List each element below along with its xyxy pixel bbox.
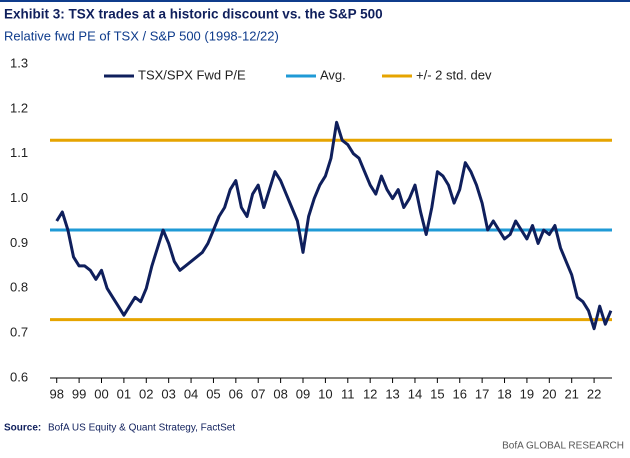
y-tick-label: 0.6 (10, 369, 28, 384)
x-tick-label: 11 (341, 386, 355, 401)
x-tick-label: 20 (542, 386, 556, 401)
footer: BofA GLOBAL RESEARCH (502, 441, 624, 452)
y-tick-label: 1.0 (10, 190, 28, 205)
x-tick-label: 04 (184, 386, 198, 401)
x-tick-label: 01 (117, 386, 131, 401)
x-tick-label: 07 (251, 386, 265, 401)
x-tick-label: 06 (229, 386, 243, 401)
source: BofA US Equity & Quant Strategy, FactSet (48, 423, 235, 434)
legend-label: TSX/SPX Fwd P/E (138, 67, 246, 82)
x-tick-label: 17 (475, 386, 489, 401)
x-tick-label: 02 (139, 386, 153, 401)
x-tick-label: 15 (430, 386, 444, 401)
x-tick-label: 09 (296, 386, 310, 401)
x-tick-label: 19 (520, 386, 534, 401)
x-tick-label: 14 (408, 386, 422, 401)
x-tick-label: 08 (273, 386, 287, 401)
y-tick-label: 1.3 (10, 55, 28, 70)
x-tick-label: 13 (385, 386, 399, 401)
x-tick-label: 16 (453, 386, 467, 401)
data-line (55, 120, 613, 331)
source-label: Source: (4, 423, 41, 434)
x-tick-label: 22 (587, 386, 601, 401)
y-tick-label: 1.1 (10, 145, 28, 160)
x-tick-label: 12 (363, 386, 377, 401)
chart-title: Exhibit 3: TSX trades at a historic disc… (4, 7, 383, 22)
y-tick-label: 1.2 (10, 100, 28, 115)
x-tick-label: 10 (318, 386, 332, 401)
x-tick-label: 21 (564, 386, 578, 401)
chart-subtitle: Relative fwd PE of TSX / S&P 500 (1998-1… (4, 28, 279, 43)
x-tick-label: 98 (49, 386, 63, 401)
x-tick-label: 03 (161, 386, 175, 401)
y-tick-label: 0.9 (10, 235, 28, 250)
y-tick-label: 0.7 (10, 325, 28, 340)
legend-label: +/- 2 std. dev (416, 67, 492, 82)
x-tick-label: 05 (206, 386, 220, 401)
y-tick-label: 0.8 (10, 280, 28, 295)
x-tick-label: 00 (94, 386, 108, 401)
x-tick-label: 18 (497, 386, 511, 401)
legend-label: Avg. (320, 67, 346, 82)
x-tick-label: 99 (72, 386, 86, 401)
